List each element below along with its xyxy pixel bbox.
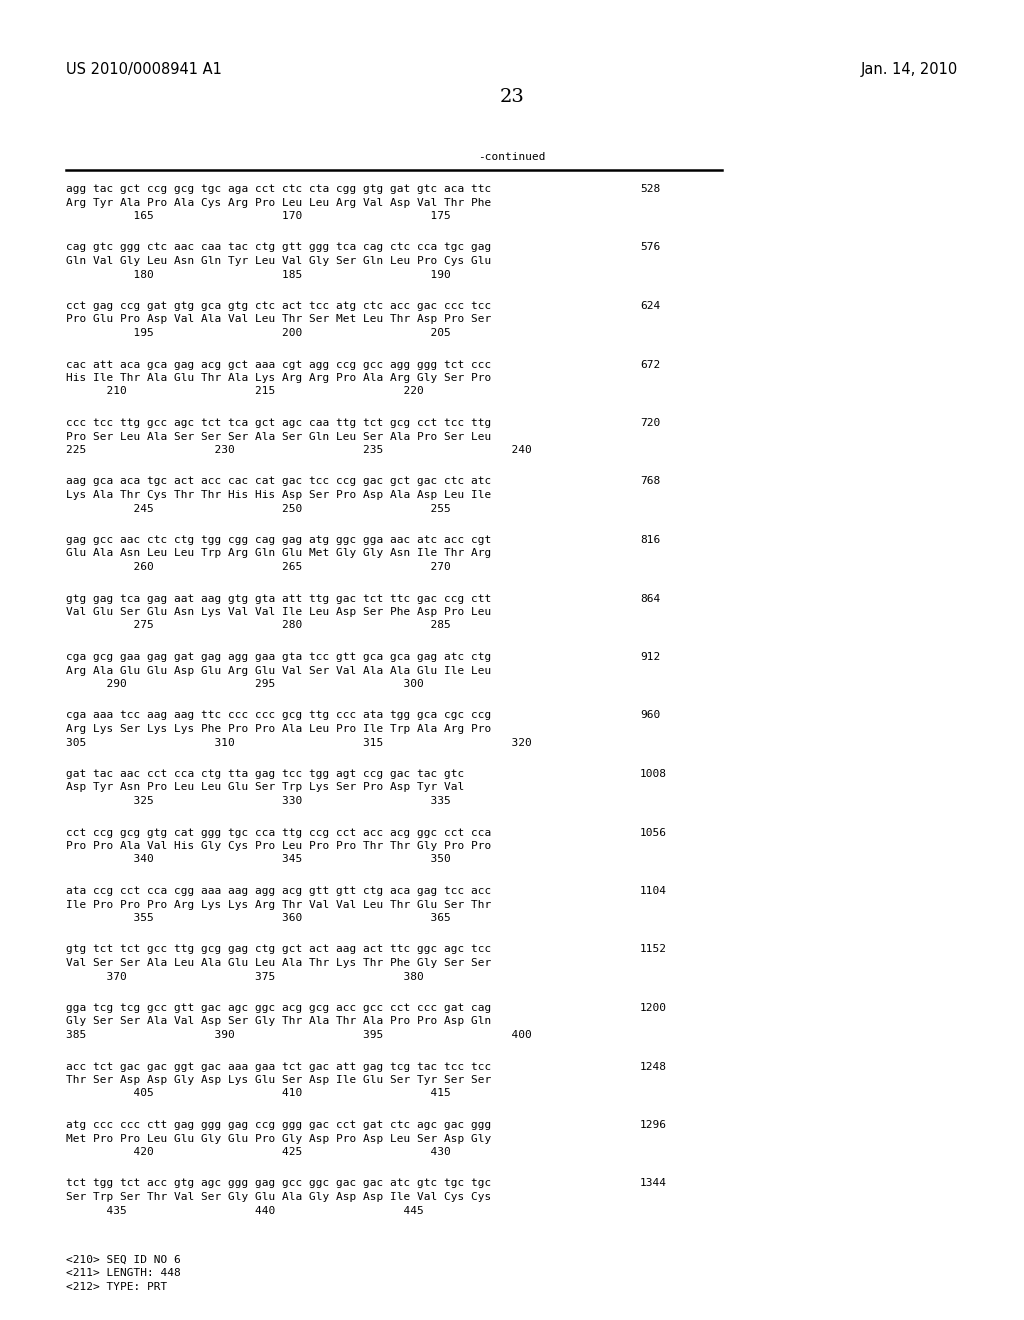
Text: Thr Ser Asp Asp Gly Asp Lys Glu Ser Asp Ile Glu Ser Tyr Ser Ser: Thr Ser Asp Asp Gly Asp Lys Glu Ser Asp … xyxy=(66,1074,492,1085)
Text: Val Glu Ser Glu Asn Lys Val Val Ile Leu Asp Ser Phe Asp Pro Leu: Val Glu Ser Glu Asn Lys Val Val Ile Leu … xyxy=(66,607,492,616)
Text: 225                   230                   235                   240: 225 230 235 240 xyxy=(66,445,531,455)
Text: 912: 912 xyxy=(640,652,660,663)
Text: cga aaa tcc aag aag ttc ccc ccc gcg ttg ccc ata tgg gca cgc ccg: cga aaa tcc aag aag ttc ccc ccc gcg ttg … xyxy=(66,710,492,721)
Text: -continued: -continued xyxy=(478,152,546,162)
Text: 245                   250                   255: 245 250 255 xyxy=(66,503,451,513)
Text: 405                   410                   415: 405 410 415 xyxy=(66,1089,451,1098)
Text: Pro Pro Ala Val His Gly Cys Pro Leu Pro Pro Thr Thr Gly Pro Pro: Pro Pro Ala Val His Gly Cys Pro Leu Pro … xyxy=(66,841,492,851)
Text: Pro Ser Leu Ala Ser Ser Ser Ala Ser Gln Leu Ser Ala Pro Ser Leu: Pro Ser Leu Ala Ser Ser Ser Ala Ser Gln … xyxy=(66,432,492,441)
Text: 1200: 1200 xyxy=(640,1003,667,1012)
Text: 720: 720 xyxy=(640,418,660,428)
Text: 385                   390                   395                   400: 385 390 395 400 xyxy=(66,1030,531,1040)
Text: 165                   170                   175: 165 170 175 xyxy=(66,211,451,220)
Text: Arg Lys Ser Lys Lys Phe Pro Pro Ala Leu Pro Ile Trp Ala Arg Pro: Arg Lys Ser Lys Lys Phe Pro Pro Ala Leu … xyxy=(66,723,492,734)
Text: ata ccg cct cca cgg aaa aag agg acg gtt gtt ctg aca gag tcc acc: ata ccg cct cca cgg aaa aag agg acg gtt … xyxy=(66,886,492,896)
Text: 195                   200                   205: 195 200 205 xyxy=(66,327,451,338)
Text: 420                   425                   430: 420 425 430 xyxy=(66,1147,451,1158)
Text: cga gcg gaa gag gat gag agg gaa gta tcc gtt gca gca gag atc ctg: cga gcg gaa gag gat gag agg gaa gta tcc … xyxy=(66,652,492,663)
Text: 1344: 1344 xyxy=(640,1179,667,1188)
Text: 23: 23 xyxy=(500,88,524,106)
Text: Gly Ser Ser Ala Val Asp Ser Gly Thr Ala Thr Ala Pro Pro Asp Gln: Gly Ser Ser Ala Val Asp Ser Gly Thr Ala … xyxy=(66,1016,492,1027)
Text: tct tgg tct acc gtg agc ggg gag gcc ggc gac gac atc gtc tgc tgc: tct tgg tct acc gtg agc ggg gag gcc ggc … xyxy=(66,1179,492,1188)
Text: gtg tct tct gcc ttg gcg gag ctg gct act aag act ttc ggc agc tcc: gtg tct tct gcc ttg gcg gag ctg gct act … xyxy=(66,945,492,954)
Text: 210                   215                   220: 210 215 220 xyxy=(66,387,424,396)
Text: <211> LENGTH: 448: <211> LENGTH: 448 xyxy=(66,1269,181,1279)
Text: Pro Glu Pro Asp Val Ala Val Leu Thr Ser Met Leu Thr Asp Pro Ser: Pro Glu Pro Asp Val Ala Val Leu Thr Ser … xyxy=(66,314,492,325)
Text: cac att aca gca gag acg gct aaa cgt agg ccg gcc agg ggg tct ccc: cac att aca gca gag acg gct aaa cgt agg … xyxy=(66,359,492,370)
Text: atg ccc ccc ctt gag ggg gag ccg ggg gac cct gat ctc agc gac ggg: atg ccc ccc ctt gag ggg gag ccg ggg gac … xyxy=(66,1119,492,1130)
Text: 355                   360                   365: 355 360 365 xyxy=(66,913,451,923)
Text: Glu Ala Asn Leu Leu Trp Arg Gln Glu Met Gly Gly Asn Ile Thr Arg: Glu Ala Asn Leu Leu Trp Arg Gln Glu Met … xyxy=(66,549,492,558)
Text: cct gag ccg gat gtg gca gtg ctc act tcc atg ctc acc gac ccc tcc: cct gag ccg gat gtg gca gtg ctc act tcc … xyxy=(66,301,492,312)
Text: 816: 816 xyxy=(640,535,660,545)
Text: Arg Ala Glu Glu Asp Glu Arg Glu Val Ser Val Ala Ala Glu Ile Leu: Arg Ala Glu Glu Asp Glu Arg Glu Val Ser … xyxy=(66,665,492,676)
Text: 624: 624 xyxy=(640,301,660,312)
Text: 370                   375                   380: 370 375 380 xyxy=(66,972,424,982)
Text: agg tac gct ccg gcg tgc aga cct ctc cta cgg gtg gat gtc aca ttc: agg tac gct ccg gcg tgc aga cct ctc cta … xyxy=(66,183,492,194)
Text: <210> SEQ ID NO 6: <210> SEQ ID NO 6 xyxy=(66,1255,181,1265)
Text: 1248: 1248 xyxy=(640,1061,667,1072)
Text: Arg Tyr Ala Pro Ala Cys Arg Pro Leu Leu Arg Val Asp Val Thr Phe: Arg Tyr Ala Pro Ala Cys Arg Pro Leu Leu … xyxy=(66,198,492,207)
Text: 1104: 1104 xyxy=(640,886,667,896)
Text: 290                   295                   300: 290 295 300 xyxy=(66,678,424,689)
Text: <212> TYPE: PRT: <212> TYPE: PRT xyxy=(66,1282,167,1292)
Text: Met Pro Pro Leu Glu Gly Glu Pro Gly Asp Pro Asp Leu Ser Asp Gly: Met Pro Pro Leu Glu Gly Glu Pro Gly Asp … xyxy=(66,1134,492,1143)
Text: 576: 576 xyxy=(640,243,660,252)
Text: US 2010/0008941 A1: US 2010/0008941 A1 xyxy=(66,62,222,77)
Text: gga tcg tcg gcc gtt gac agc ggc acg gcg acc gcc cct ccc gat cag: gga tcg tcg gcc gtt gac agc ggc acg gcg … xyxy=(66,1003,492,1012)
Text: cct ccg gcg gtg cat ggg tgc cca ttg ccg cct acc acg ggc cct cca: cct ccg gcg gtg cat ggg tgc cca ttg ccg … xyxy=(66,828,492,837)
Text: aag gca aca tgc act acc cac cat gac tcc ccg gac gct gac ctc atc: aag gca aca tgc act acc cac cat gac tcc … xyxy=(66,477,492,487)
Text: Gln Val Gly Leu Asn Gln Tyr Leu Val Gly Ser Gln Leu Pro Cys Glu: Gln Val Gly Leu Asn Gln Tyr Leu Val Gly … xyxy=(66,256,492,267)
Text: 672: 672 xyxy=(640,359,660,370)
Text: Asp Tyr Asn Pro Leu Leu Glu Ser Trp Lys Ser Pro Asp Tyr Val: Asp Tyr Asn Pro Leu Leu Glu Ser Trp Lys … xyxy=(66,783,464,792)
Text: cag gtc ggg ctc aac caa tac ctg gtt ggg tca cag ctc cca tgc gag: cag gtc ggg ctc aac caa tac ctg gtt ggg … xyxy=(66,243,492,252)
Text: 340                   345                   350: 340 345 350 xyxy=(66,854,451,865)
Text: His Ile Thr Ala Glu Thr Ala Lys Arg Arg Pro Ala Arg Gly Ser Pro: His Ile Thr Ala Glu Thr Ala Lys Arg Arg … xyxy=(66,374,492,383)
Text: Jan. 14, 2010: Jan. 14, 2010 xyxy=(861,62,958,77)
Text: gag gcc aac ctc ctg tgg cgg cag gag atg ggc gga aac atc acc cgt: gag gcc aac ctc ctg tgg cgg cag gag atg … xyxy=(66,535,492,545)
Text: 1152: 1152 xyxy=(640,945,667,954)
Text: 305                   310                   315                   320: 305 310 315 320 xyxy=(66,738,531,747)
Text: Val Ser Ser Ala Leu Ala Glu Leu Ala Thr Lys Thr Phe Gly Ser Ser: Val Ser Ser Ala Leu Ala Glu Leu Ala Thr … xyxy=(66,958,492,968)
Text: gat tac aac cct cca ctg tta gag tcc tgg agt ccg gac tac gtc: gat tac aac cct cca ctg tta gag tcc tgg … xyxy=(66,770,464,779)
Text: Ile Pro Pro Pro Arg Lys Lys Arg Thr Val Val Leu Thr Glu Ser Thr: Ile Pro Pro Pro Arg Lys Lys Arg Thr Val … xyxy=(66,899,492,909)
Text: 528: 528 xyxy=(640,183,660,194)
Text: 1008: 1008 xyxy=(640,770,667,779)
Text: 1056: 1056 xyxy=(640,828,667,837)
Text: 864: 864 xyxy=(640,594,660,603)
Text: gtg gag tca gag aat aag gtg gta att ttg gac tct ttc gac ccg ctt: gtg gag tca gag aat aag gtg gta att ttg … xyxy=(66,594,492,603)
Text: 260                   265                   270: 260 265 270 xyxy=(66,562,451,572)
Text: 768: 768 xyxy=(640,477,660,487)
Text: 180                   185                   190: 180 185 190 xyxy=(66,269,451,280)
Text: Lys Ala Thr Cys Thr Thr His His Asp Ser Pro Asp Ala Asp Leu Ile: Lys Ala Thr Cys Thr Thr His His Asp Ser … xyxy=(66,490,492,500)
Text: 435                   440                   445: 435 440 445 xyxy=(66,1205,424,1216)
Text: 960: 960 xyxy=(640,710,660,721)
Text: acc tct gac gac ggt gac aaa gaa tct gac att gag tcg tac tcc tcc: acc tct gac gac ggt gac aaa gaa tct gac … xyxy=(66,1061,492,1072)
Text: Ser Trp Ser Thr Val Ser Gly Glu Ala Gly Asp Asp Ile Val Cys Cys: Ser Trp Ser Thr Val Ser Gly Glu Ala Gly … xyxy=(66,1192,492,1203)
Text: 1296: 1296 xyxy=(640,1119,667,1130)
Text: 275                   280                   285: 275 280 285 xyxy=(66,620,451,631)
Text: 325                   330                   335: 325 330 335 xyxy=(66,796,451,807)
Text: ccc tcc ttg gcc agc tct tca gct agc caa ttg tct gcg cct tcc ttg: ccc tcc ttg gcc agc tct tca gct agc caa … xyxy=(66,418,492,428)
